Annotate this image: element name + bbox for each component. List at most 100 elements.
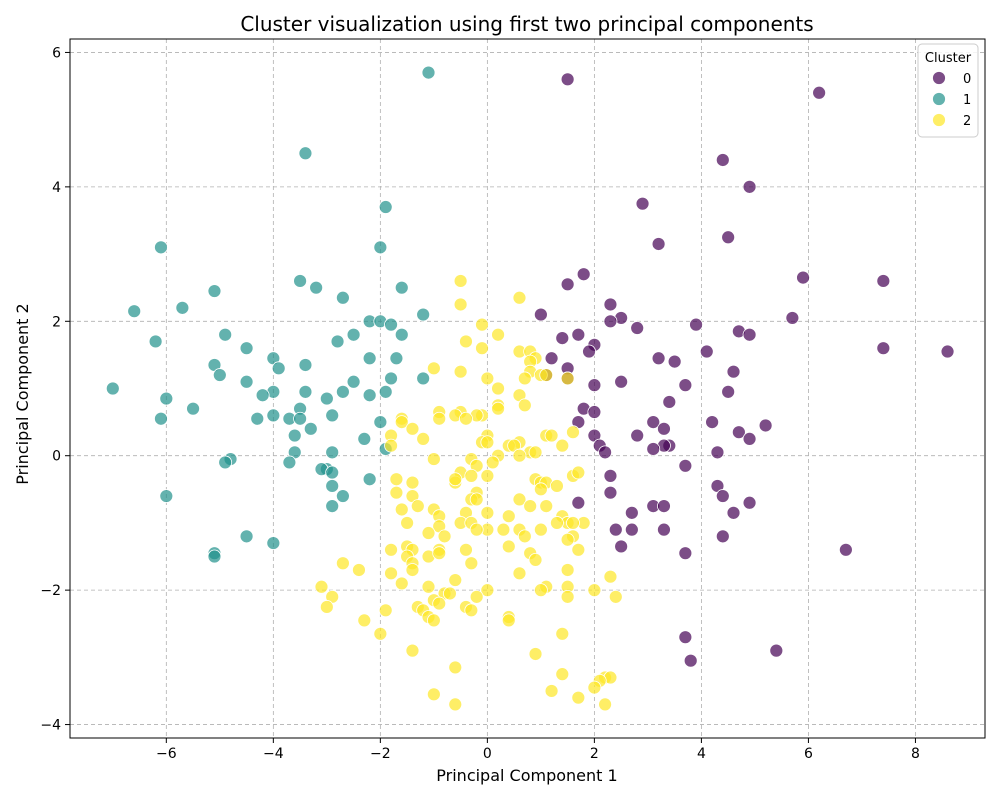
data-point-cluster-2 — [480, 583, 495, 598]
data-point-cluster-2 — [437, 529, 452, 544]
data-point-cluster-0 — [603, 314, 618, 329]
data-point-cluster-2 — [533, 522, 548, 537]
data-point-cluster-2 — [555, 626, 570, 641]
data-point-cluster-2 — [416, 432, 431, 446]
data-point-cluster-2 — [405, 475, 420, 490]
data-point-cluster-2 — [480, 371, 495, 386]
legend-marker-0 — [932, 71, 946, 85]
data-point-cluster-0 — [571, 327, 586, 342]
data-point-cluster-0 — [721, 384, 736, 399]
data-point-cluster-2 — [571, 690, 586, 705]
x-tick-label: −4 — [263, 746, 284, 762]
data-point-cluster-2 — [555, 438, 570, 453]
data-point-cluster-2 — [469, 492, 484, 507]
data-point-cluster-2 — [491, 381, 505, 396]
data-point-cluster-1 — [325, 479, 340, 493]
plot-frame — [69, 38, 986, 739]
data-point-cluster-2 — [464, 556, 479, 571]
data-point-cluster-2 — [405, 421, 420, 436]
legend-label-1: 1 — [963, 93, 971, 108]
data-point-cluster-2 — [528, 552, 543, 567]
data-point-cluster-2 — [560, 532, 575, 547]
data-point-cluster-0 — [646, 442, 661, 456]
data-point-cluster-2 — [453, 274, 468, 288]
y-axis-ticks: −4 −2 0 2 4 6 — [40, 45, 70, 734]
data-point-cluster-1 — [357, 432, 372, 446]
data-point-cluster-2 — [405, 643, 420, 658]
data-point-cluster-0 — [614, 374, 629, 389]
data-point-cluster-2 — [566, 516, 580, 530]
data-point-cluster-2 — [394, 415, 409, 430]
data-point-cluster-2 — [512, 290, 527, 305]
data-point-cluster-2 — [587, 680, 602, 695]
data-point-cluster-1 — [127, 304, 142, 319]
data-point-cluster-0 — [603, 485, 618, 500]
legend-marker-2 — [932, 113, 946, 127]
data-point-cluster-2 — [560, 589, 575, 604]
data-point-cluster-2 — [469, 522, 484, 537]
data-point-cluster-0 — [940, 344, 955, 359]
data-point-cluster-1 — [287, 428, 302, 443]
data-point-cluster-1 — [154, 411, 168, 426]
data-point-cluster-1 — [373, 415, 388, 430]
data-point-cluster-1 — [325, 445, 340, 460]
data-point-cluster-0 — [726, 364, 741, 379]
data-point-cluster-0 — [571, 495, 586, 510]
data-point-cluster-2 — [319, 600, 334, 614]
legend-title: Cluster — [925, 51, 972, 66]
data-point-cluster-2 — [550, 479, 564, 493]
data-point-cluster-1 — [416, 371, 431, 386]
data-point-cluster-1 — [319, 391, 334, 406]
data-point-cluster-0 — [651, 351, 666, 366]
data-point-cluster-0 — [785, 311, 800, 325]
data-point-cluster-1 — [416, 307, 431, 322]
chart-title: Cluster visualization using first two pr… — [240, 12, 813, 36]
data-point-cluster-0 — [758, 418, 773, 433]
data-point-cluster-2 — [539, 499, 554, 514]
data-point-cluster-2 — [432, 596, 447, 611]
x-axis-ticks: −6 −4 −2 0 2 4 6 8 — [156, 738, 920, 762]
data-point-cluster-2 — [448, 697, 463, 712]
data-point-cluster-0 — [587, 378, 602, 393]
data-point-cluster-1 — [362, 472, 377, 487]
data-point-cluster-0 — [710, 445, 725, 460]
data-point-cluster-0 — [812, 85, 827, 100]
x-tick-label: 0 — [483, 746, 492, 762]
data-point-cluster-2 — [544, 428, 559, 443]
data-point-cluster-0 — [678, 630, 693, 645]
data-point-cluster-1 — [325, 499, 340, 514]
data-point-cluster-1 — [239, 374, 254, 389]
x-tick-label: 8 — [911, 746, 920, 762]
data-point-cluster-0 — [715, 489, 730, 503]
data-point-cluster-0 — [624, 522, 639, 537]
data-point-cluster-0 — [603, 297, 618, 312]
data-point-cluster-1 — [266, 408, 281, 423]
data-point-cluster-1 — [303, 421, 318, 436]
data-point-cluster-0 — [742, 179, 757, 194]
data-point-cluster-0 — [603, 468, 618, 483]
y-tick-label: −2 — [40, 583, 61, 599]
data-point-cluster-1 — [298, 358, 313, 372]
data-point-cluster-0 — [678, 458, 693, 473]
data-point-cluster-1 — [154, 240, 168, 255]
data-point-cluster-1 — [330, 334, 345, 349]
data-point-cluster-2 — [448, 660, 463, 675]
y-tick-label: 0 — [52, 449, 61, 465]
data-point-cluster-2 — [373, 626, 388, 641]
data-point-cluster-0 — [726, 505, 741, 520]
data-point-cluster-1 — [298, 146, 313, 161]
data-point-cluster-0 — [731, 425, 746, 440]
data-point-cluster-0 — [624, 505, 639, 520]
x-tick-label: −6 — [156, 746, 177, 762]
data-point-cluster-2 — [608, 589, 623, 604]
data-point-cluster-1 — [335, 384, 350, 399]
data-point-cluster-2 — [544, 684, 559, 698]
series-cluster-2 — [314, 274, 623, 712]
data-point-cluster-2 — [571, 465, 586, 480]
data-point-cluster-0 — [742, 495, 757, 510]
data-point-cluster-1 — [335, 489, 350, 503]
data-point-cluster-1 — [293, 274, 307, 288]
data-point-cluster-2 — [480, 505, 495, 520]
data-point-cluster-0 — [646, 415, 661, 430]
